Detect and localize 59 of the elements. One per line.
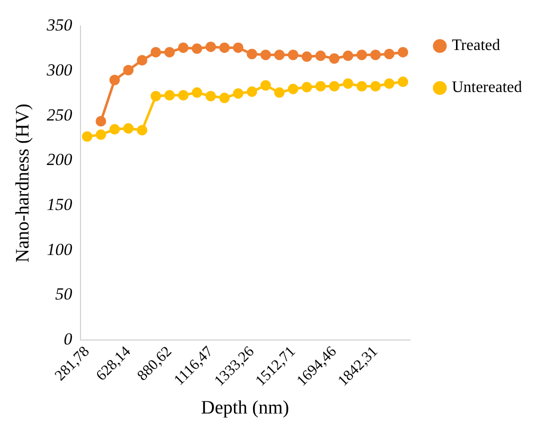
- point: [370, 81, 381, 92]
- point: [96, 129, 106, 140]
- y-tick-label: 50: [55, 284, 73, 304]
- point: [302, 51, 312, 62]
- point: [96, 116, 106, 126]
- point: [288, 50, 298, 60]
- y-tick-label: 350: [46, 16, 73, 35]
- point: [246, 48, 258, 60]
- point: [329, 53, 340, 64]
- point: [150, 90, 162, 102]
- point: [219, 92, 230, 104]
- y-tick-label: 150: [46, 194, 73, 214]
- point: [356, 50, 368, 60]
- point: [398, 46, 408, 58]
- point: [384, 78, 394, 89]
- y-tick-label: 250: [46, 105, 73, 124]
- y-tick-label: 200: [46, 150, 73, 170]
- legend-label: Untereated: [452, 79, 522, 96]
- point: [329, 81, 340, 92]
- point: [260, 50, 271, 60]
- point: [315, 50, 326, 62]
- point: [136, 124, 148, 136]
- y-tick-label: 0: [64, 329, 73, 348]
- point: [342, 50, 354, 62]
- point: [274, 50, 285, 60]
- point: [232, 88, 244, 99]
- point: [315, 81, 326, 92]
- point: [150, 46, 162, 58]
- point: [302, 82, 312, 92]
- point: [246, 86, 258, 97]
- point: [82, 131, 92, 142]
- point: [232, 42, 244, 53]
- x-axis-title: Depth (nm): [201, 398, 290, 419]
- y-tick-label: 100: [46, 240, 73, 259]
- point: [288, 84, 298, 94]
- point: [398, 76, 408, 88]
- point: [178, 90, 189, 100]
- y-tick-label: 300: [46, 60, 73, 80]
- point: [192, 87, 202, 98]
- point: [274, 87, 285, 98]
- point: [109, 124, 120, 135]
- point: [123, 64, 134, 76]
- point: [178, 42, 189, 53]
- y-axis-title: Nano-hardness (HV): [12, 104, 34, 263]
- point: [123, 123, 134, 134]
- point: [356, 81, 368, 92]
- point: [384, 48, 394, 60]
- point: [219, 42, 230, 53]
- point: [164, 46, 175, 58]
- point: [164, 90, 175, 100]
- point: [205, 90, 216, 102]
- point: [136, 55, 148, 66]
- point: [370, 50, 381, 60]
- point: [342, 78, 354, 89]
- point: [205, 42, 216, 52]
- legend-label: Treated: [452, 37, 500, 54]
- point: [109, 74, 120, 86]
- point: [260, 80, 271, 91]
- point: [192, 43, 202, 54]
